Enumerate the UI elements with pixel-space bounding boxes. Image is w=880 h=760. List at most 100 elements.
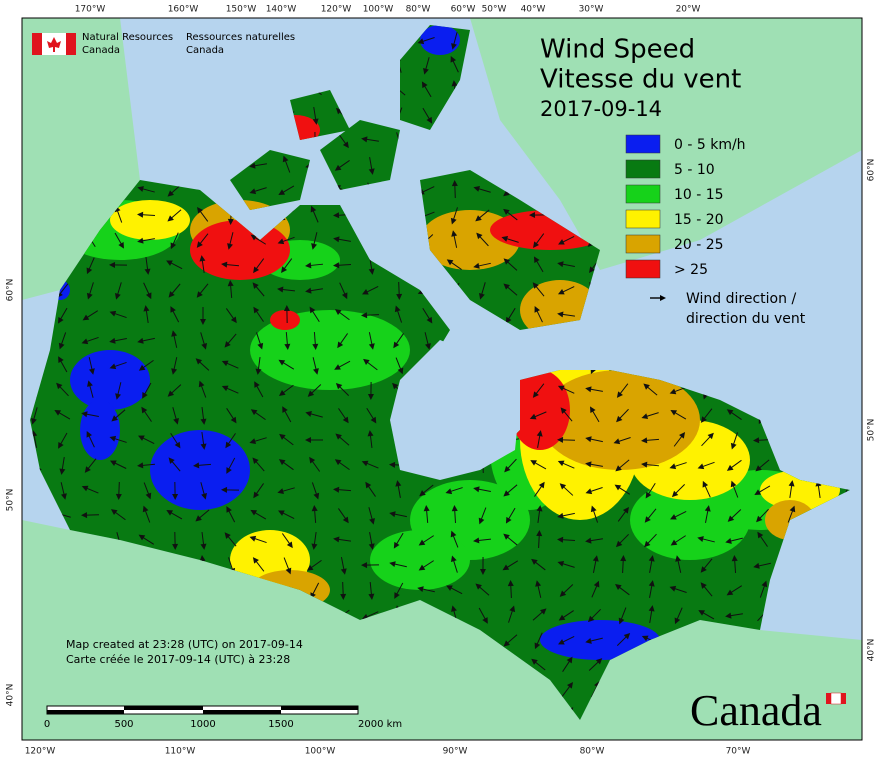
wind-arrow-head (669, 388, 677, 395)
wind-arrow-head (221, 261, 228, 268)
wind-arrow-head (622, 506, 629, 514)
wind-arrow-head (423, 68, 429, 75)
wind-arrow-head (417, 586, 424, 593)
wind-arrow-head (475, 215, 482, 222)
wind-arrow-head (426, 116, 433, 124)
wind-arrow-head (230, 316, 237, 324)
wind-arrow-head (595, 658, 603, 665)
wind-arrow-head (368, 168, 375, 175)
legend-label: 0 - 5 km/h (674, 137, 746, 153)
wind-arrow-head (252, 557, 259, 564)
wind-arrow-head (285, 567, 292, 575)
graticule-label: 120°W (321, 5, 352, 15)
wind-arrow-head (450, 55, 457, 63)
wind-arrow-head (755, 465, 762, 472)
wind-arrow-head (473, 185, 481, 192)
wind-arrow-head (446, 259, 454, 266)
graticule-label: 120°W (25, 747, 56, 757)
graticule-label: 40°N (6, 684, 16, 707)
graticule-label: 60°W (451, 5, 476, 15)
wind-arrow-head (540, 608, 547, 615)
wind-arrow-head (698, 610, 706, 616)
wind-arrow-head (342, 141, 349, 149)
legend-swatch (625, 234, 661, 254)
wind-arrow-head (726, 464, 734, 471)
wind-arrow-head (31, 418, 37, 425)
wind-arrow-head (199, 255, 206, 262)
graticule-label: 70°W (726, 747, 751, 757)
wind-arrow-head (279, 433, 286, 440)
zone (420, 25, 460, 55)
scale-label: 1500 (268, 719, 293, 730)
wind-arrow-head (278, 389, 286, 396)
maple-leaf (47, 37, 61, 52)
graticule-label: 60°N (6, 279, 16, 302)
wind-arrow-head (503, 640, 510, 647)
united-states (22, 520, 862, 740)
wind-arrow-head (195, 515, 202, 522)
greenland (470, 18, 862, 270)
wind-arrow-head (532, 391, 539, 398)
wind-arrow-head (309, 306, 316, 314)
flag-bar (826, 693, 831, 704)
wind-arrow-head (756, 515, 763, 523)
wind-arrow-head (200, 418, 207, 425)
wind-arrow-head (305, 437, 312, 444)
wind-arrow-head (368, 543, 375, 550)
wind-arrow-head (200, 543, 207, 550)
wind-arrow-head (648, 605, 655, 612)
graticule-label: 50°N (867, 419, 877, 442)
graticule-label: 50°W (482, 5, 507, 15)
wind-arrow-head (368, 268, 375, 275)
wind-arrow-head (702, 480, 709, 488)
wind-arrow-head (731, 555, 738, 562)
graticule-label: 40°N (867, 639, 877, 662)
wordmark-text: Canada (690, 686, 822, 735)
wind-arrow-head (312, 118, 319, 125)
wind-arrow-head (418, 539, 426, 546)
wind-arrow-head (396, 293, 403, 300)
wind-arrow-head (58, 441, 64, 449)
wind-arrow-head (86, 430, 93, 438)
wind-arrow-head (753, 437, 760, 444)
wind-arrow-head (536, 530, 543, 537)
wind-arrow-head (367, 430, 374, 437)
wind-arrow-head (560, 407, 567, 414)
scale-segment (124, 706, 203, 710)
wind-arrow-head (450, 217, 457, 225)
wind-arrow-head (369, 518, 375, 525)
wind-arrow-head (201, 342, 208, 350)
wind-arrow-head (727, 515, 735, 522)
graticule-label: 160°W (168, 5, 199, 15)
wind-arrow-head (557, 436, 564, 443)
wind-arrow-head (342, 516, 349, 524)
wind-arrow-head (61, 493, 67, 500)
wind-arrow-head (503, 208, 510, 215)
wind-arrow-head (278, 359, 286, 366)
title: Wind Speed (540, 35, 695, 65)
wind-arrow-head (282, 406, 288, 413)
wind-arrow-head (504, 465, 511, 473)
wind-arrow-head (253, 491, 260, 499)
wind-arrow-head (368, 593, 375, 600)
scale-label: 1000 (190, 719, 215, 730)
wind-arrow-head (592, 555, 599, 562)
wind-arrow-head (726, 589, 734, 596)
wind-arrow-head (88, 368, 95, 375)
wind-arrow-head (333, 536, 340, 543)
date: 2017-09-14 (540, 97, 662, 121)
legend-label: 20 - 25 (674, 237, 724, 253)
scale-segment (203, 710, 281, 714)
wind-arrow-head (590, 505, 597, 513)
wind-arrow-head (532, 282, 539, 289)
wind-arrow-head (221, 385, 229, 392)
legend-label: Wind direction / (686, 291, 796, 307)
wind-arrow-head (337, 341, 344, 349)
wind-arrow-head (253, 306, 260, 314)
wind-arrow-head (254, 381, 260, 388)
wind-arrow-head (641, 461, 648, 468)
wind-arrow-head (473, 537, 480, 544)
wind-arrow-head (593, 580, 600, 588)
wind-arrow-head (307, 390, 315, 397)
map-frame (21, 17, 863, 741)
